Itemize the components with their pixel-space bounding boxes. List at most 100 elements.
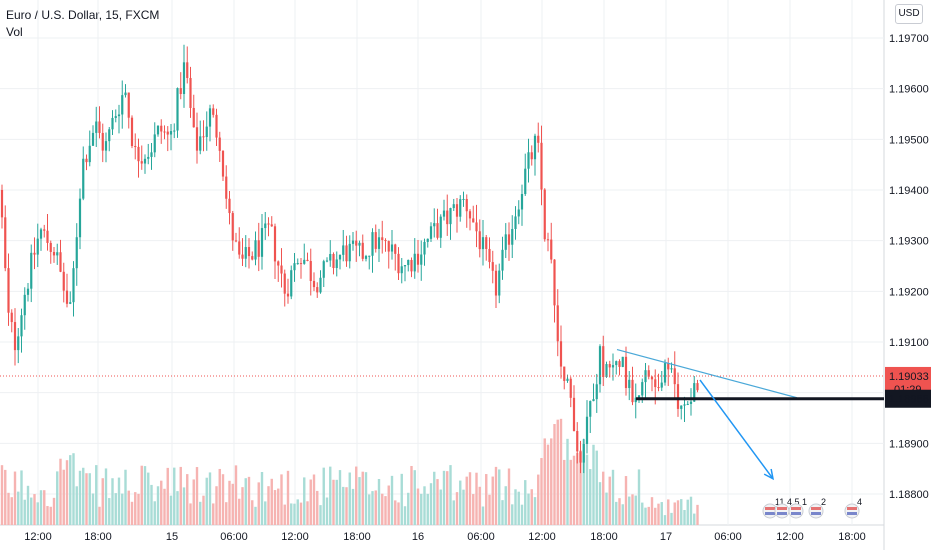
candle-body <box>316 287 319 293</box>
candle-body <box>59 252 62 272</box>
candle-body <box>491 262 494 271</box>
volume-bar <box>49 506 52 525</box>
candle-body <box>215 114 218 138</box>
volume-bar <box>423 486 426 525</box>
candle-body <box>56 252 59 256</box>
volume-bar <box>576 452 579 525</box>
volume-bar <box>481 506 485 525</box>
volume-bar <box>673 502 676 525</box>
volume-bar <box>361 471 364 525</box>
volume-bar <box>260 472 264 525</box>
volume-bar <box>59 458 62 525</box>
candle-body <box>569 378 572 398</box>
candle-body <box>43 229 46 231</box>
candle-body <box>46 230 49 243</box>
volume-bar <box>501 500 504 525</box>
candle-body <box>686 403 689 405</box>
candle-body <box>403 265 407 267</box>
volume-bar <box>176 491 179 525</box>
price-tick-label: 1.19300 <box>889 236 929 248</box>
candle-body <box>335 259 338 269</box>
volume-bar <box>215 486 218 525</box>
trendline <box>616 349 798 399</box>
volume-bar <box>475 472 478 525</box>
candle-body <box>26 288 30 295</box>
candle-body <box>546 239 550 241</box>
volume-bar <box>478 486 481 525</box>
volume-bar <box>618 498 621 525</box>
economic-events: 11 4 5 1 2 4 <box>762 497 862 519</box>
event-count: 11 <box>775 497 784 507</box>
event-flag-icon[interactable] <box>788 503 804 519</box>
volume-bar <box>257 482 260 525</box>
event-flag-stripe <box>765 507 775 510</box>
volume-bar <box>355 466 358 525</box>
candle-body <box>429 226 433 239</box>
candle-body <box>127 92 130 118</box>
time-tick-label: 18:00 <box>84 531 112 543</box>
event-flag-icon[interactable]: 4 <box>844 497 862 519</box>
volume-bar <box>192 479 195 525</box>
volume-bar <box>238 498 241 525</box>
candle-body <box>407 259 410 266</box>
volume-bar <box>69 455 72 525</box>
candle-body <box>368 255 371 257</box>
time-tick-label: 15 <box>166 531 178 543</box>
event-flag-icon[interactable]: 11 <box>762 497 784 519</box>
candle-body <box>264 223 267 229</box>
volume-bar <box>517 491 520 525</box>
candle-body <box>374 232 377 249</box>
volume-bar <box>654 507 657 525</box>
volume-bar <box>160 480 163 525</box>
candle-body <box>257 240 260 257</box>
candle-body <box>647 370 650 377</box>
candle-body <box>589 401 592 417</box>
candle-body <box>345 245 348 262</box>
volume-bar <box>85 473 88 525</box>
candle-body <box>501 249 504 271</box>
candle-body <box>381 237 384 241</box>
time-tick-label: 06:00 <box>220 531 248 543</box>
volume-bar <box>10 497 13 525</box>
candle-body <box>527 152 530 169</box>
candle-body <box>221 150 225 177</box>
candle-body <box>273 226 277 262</box>
event-flag-stripe <box>847 512 857 515</box>
candle-body <box>234 240 238 242</box>
candle-body <box>663 363 667 383</box>
candle-body <box>277 261 280 266</box>
currency-button[interactable]: USD <box>895 4 923 24</box>
volume-bar <box>319 505 322 525</box>
candle-body <box>163 131 166 133</box>
candle-body <box>150 152 153 157</box>
candle-body <box>225 176 228 199</box>
volume-bar <box>582 439 585 525</box>
volume-indicator-label[interactable]: Vol <box>6 25 23 39</box>
candle-body <box>169 131 173 135</box>
volume-bar <box>273 490 277 525</box>
volume-bar <box>387 485 390 525</box>
candle-body <box>602 346 605 377</box>
volume-bar <box>26 485 30 525</box>
price-tick-label: 1.19600 <box>889 84 929 96</box>
volume-bar <box>147 472 150 525</box>
candle-body <box>624 356 628 389</box>
volume-bar <box>374 490 377 525</box>
volume-bar <box>7 492 10 525</box>
volume-bar <box>416 488 420 525</box>
event-flag-stripe <box>765 512 775 515</box>
event-flag-icon[interactable]: 2 <box>808 497 826 519</box>
candle-body <box>299 263 303 265</box>
volume-bar <box>247 476 251 525</box>
candle-body <box>98 121 101 133</box>
candle-body <box>504 234 507 250</box>
candles <box>0 44 699 474</box>
time-tick-label: 18:00 <box>343 531 371 543</box>
candle-body <box>426 238 429 242</box>
volume-bar <box>4 469 7 525</box>
candle-body <box>563 366 566 381</box>
volume-bar <box>65 460 69 525</box>
candle-body <box>517 209 520 217</box>
candle-body <box>10 312 13 323</box>
